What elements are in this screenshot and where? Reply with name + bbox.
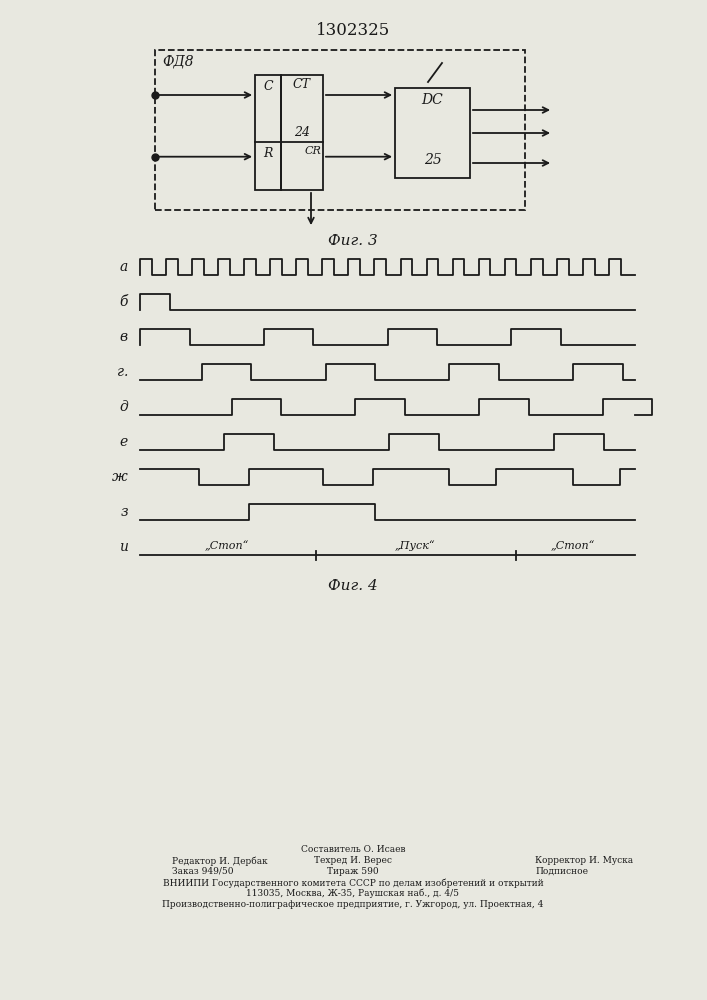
Bar bbox=[155, 50, 525, 210]
Text: Тираж 590: Тираж 590 bbox=[327, 867, 379, 876]
Text: Составитель О. Исаев: Составитель О. Исаев bbox=[300, 845, 405, 854]
Text: Техред И. Верес: Техред И. Верес bbox=[314, 856, 392, 865]
Text: и: и bbox=[119, 540, 128, 554]
Text: „Cтоп“: „Cтоп“ bbox=[204, 540, 249, 551]
Bar bbox=[281, 75, 323, 190]
Text: 25: 25 bbox=[423, 153, 441, 167]
Text: в: в bbox=[120, 330, 128, 344]
Text: CR: CR bbox=[304, 146, 321, 156]
Text: R: R bbox=[263, 147, 273, 160]
Text: д: д bbox=[119, 400, 128, 414]
Text: CT: CT bbox=[293, 78, 311, 91]
Text: Фиг. 4: Фиг. 4 bbox=[328, 579, 378, 593]
Text: 113035, Москва, Ж-35, Раушская наб., д. 4/5: 113035, Москва, Ж-35, Раушская наб., д. … bbox=[247, 889, 460, 898]
Text: 24: 24 bbox=[294, 126, 310, 139]
Text: C: C bbox=[263, 80, 273, 93]
Text: г.: г. bbox=[117, 365, 128, 379]
Text: Подписное: Подписное bbox=[535, 867, 588, 876]
Bar bbox=[255, 75, 281, 190]
Text: е: е bbox=[119, 435, 128, 449]
Text: „Пуск“: „Пуск“ bbox=[395, 540, 435, 551]
Text: ФД8: ФД8 bbox=[162, 55, 194, 69]
Text: Редактор И. Дербак: Редактор И. Дербак bbox=[172, 856, 268, 865]
Text: ж: ж bbox=[112, 470, 128, 484]
Text: б: б bbox=[119, 295, 128, 309]
Text: DC: DC bbox=[421, 93, 443, 107]
Text: ВНИИПИ Государственного комитета СССР по делам изобретений и открытий: ВНИИПИ Государственного комитета СССР по… bbox=[163, 878, 544, 888]
Text: Фиг. 3: Фиг. 3 bbox=[328, 234, 378, 248]
Text: „Стоп“: „Стоп“ bbox=[551, 540, 595, 551]
Text: Корректор И. Муска: Корректор И. Муска bbox=[535, 856, 633, 865]
Bar bbox=[395, 88, 470, 178]
Text: 1302325: 1302325 bbox=[316, 22, 390, 39]
Text: Производственно-полиграфическое предприятие, г. Ужгород, ул. Проектная, 4: Производственно-полиграфическое предприя… bbox=[163, 900, 544, 909]
Text: Заказ 949/50: Заказ 949/50 bbox=[172, 867, 233, 876]
Text: з: з bbox=[120, 505, 128, 519]
Text: а: а bbox=[119, 260, 128, 274]
